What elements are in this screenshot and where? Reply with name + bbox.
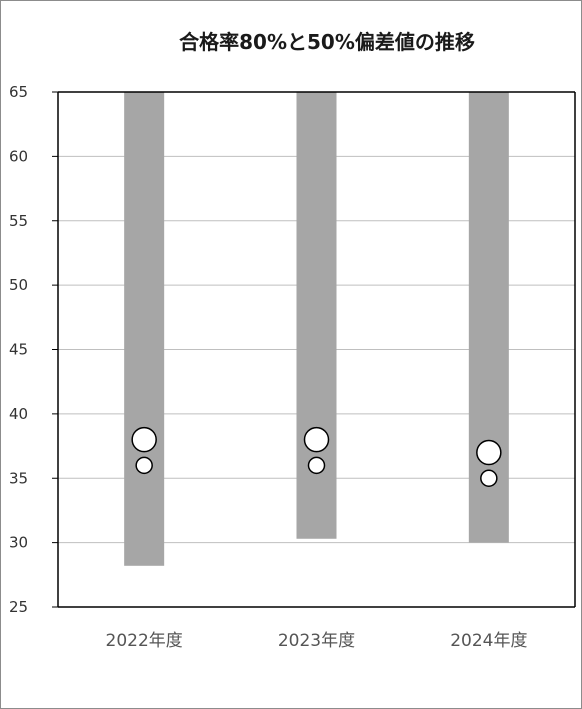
axis-layer xyxy=(52,91,576,608)
y-tick-label: 65 xyxy=(9,83,28,101)
data-point-small-circle xyxy=(135,456,153,475)
y-tick-label: 25 xyxy=(9,598,28,616)
y-tick-label: 35 xyxy=(9,469,28,487)
y-tick-label: 60 xyxy=(9,147,28,165)
marker-layer xyxy=(131,426,502,487)
range-bar xyxy=(124,92,165,566)
x-tick-label: 2024年度 xyxy=(450,631,527,651)
y-tick-labels: 25 30 35 40 45 50 55 60 65 xyxy=(9,83,28,616)
data-point-large-circle xyxy=(131,426,157,453)
data-point-large-circle xyxy=(476,439,502,466)
data-point-small-circle xyxy=(307,456,326,475)
y-tick-label: 30 xyxy=(9,534,28,552)
y-tick-label: 40 xyxy=(9,405,28,423)
x-tick-label: 2022年度 xyxy=(106,631,183,651)
x-tick-label: 2023年度 xyxy=(278,631,355,651)
y-tick-label: 45 xyxy=(9,341,28,359)
chart-title: 合格率80%と50%偏差値の推移 xyxy=(179,30,475,54)
bar-layer xyxy=(124,92,509,566)
data-point-small-circle xyxy=(480,469,498,487)
x-tick-labels: 2022年度 2023年度 2024年度 xyxy=(106,631,528,651)
range-bar xyxy=(468,92,509,543)
y-tick-label: 50 xyxy=(9,276,28,294)
data-point-large-circle xyxy=(303,426,330,453)
y-tick-label: 55 xyxy=(9,212,28,230)
